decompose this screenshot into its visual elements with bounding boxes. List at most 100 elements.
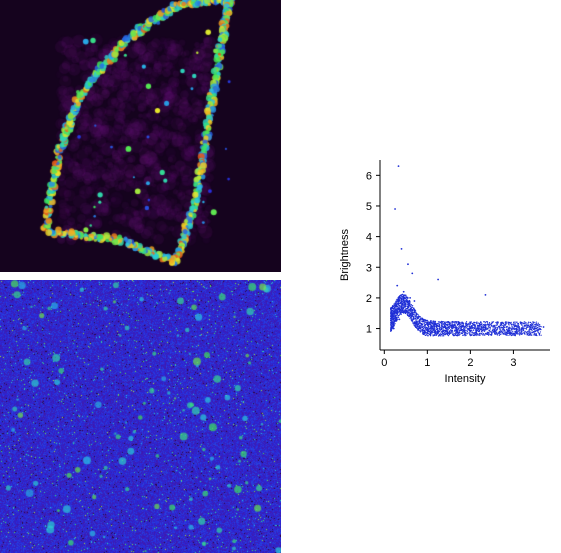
scatter-point-cloud bbox=[486, 321, 489, 323]
scatter-point-cloud bbox=[498, 325, 501, 327]
scatter-point-cloud bbox=[393, 313, 395, 315]
scatter-point-cloud bbox=[446, 322, 448, 324]
scatter-point-cloud bbox=[431, 322, 433, 325]
scatter-point-cloud bbox=[458, 328, 460, 330]
scatter-point-cloud bbox=[393, 324, 395, 326]
scatter-point-cloud bbox=[449, 332, 451, 334]
x-ticks: 0 1 2 3 bbox=[381, 350, 516, 369]
scatter-point-cloud bbox=[396, 298, 398, 300]
scatter-point-cloud bbox=[398, 314, 401, 316]
scatter-point-cloud bbox=[403, 296, 405, 298]
scatter-point-cloud bbox=[427, 328, 429, 330]
scatter-point-cloud bbox=[485, 326, 487, 329]
scatter-point-cloud bbox=[424, 320, 426, 322]
scatter-point-cloud bbox=[433, 324, 435, 327]
scatter-point-cloud bbox=[409, 305, 412, 308]
scatter-point-cloud bbox=[500, 329, 502, 331]
scatter-point-cloud bbox=[517, 329, 520, 331]
scatter-point-cloud bbox=[436, 324, 438, 326]
scatter-point-cloud bbox=[507, 332, 509, 334]
scatter-point-cloud bbox=[400, 313, 402, 316]
scatter-point-cloud bbox=[474, 326, 476, 328]
scatter-point-cloud bbox=[485, 325, 487, 327]
scatter-point-cloud bbox=[402, 310, 405, 312]
scatter-point-cloud bbox=[411, 318, 413, 321]
scatter-point-cloud bbox=[423, 331, 425, 333]
scatter-point-cloud bbox=[459, 322, 461, 324]
scatter-point-cloud bbox=[463, 327, 465, 329]
scatter-point-cloud bbox=[534, 321, 536, 323]
scatter-point-cloud bbox=[399, 313, 401, 315]
scatter-point-cloud bbox=[429, 320, 432, 322]
y-tick-label: 5 bbox=[366, 201, 372, 213]
scatter-point-cloud bbox=[535, 324, 537, 326]
scatter-point-cloud bbox=[448, 333, 451, 336]
scatter-point-cloud bbox=[468, 323, 470, 325]
scatter-point-cloud bbox=[468, 325, 470, 328]
scatter-point-cloud bbox=[435, 331, 437, 333]
scatter-point-cloud bbox=[538, 329, 540, 331]
scatter-point-cloud bbox=[413, 313, 415, 315]
scatter-point-cloud bbox=[516, 330, 518, 332]
scatter-point-cloud bbox=[397, 303, 400, 305]
scatter-point-cloud bbox=[505, 331, 507, 333]
scatter-point-cloud bbox=[413, 318, 415, 320]
scatter-point-cloud bbox=[494, 331, 496, 334]
scatter-point-cloud bbox=[525, 327, 527, 330]
scatter-point-cloud bbox=[432, 326, 434, 329]
scatter-point-cloud bbox=[398, 308, 400, 310]
scatter-point-cloud bbox=[501, 330, 504, 332]
scatter-point-cloud bbox=[442, 328, 444, 330]
scatter-point-cloud bbox=[509, 331, 511, 333]
scatter-point-cloud bbox=[518, 333, 520, 335]
scatter-point-cloud bbox=[537, 324, 539, 326]
scatter-point-cloud bbox=[421, 324, 423, 326]
scatter-point-cloud bbox=[441, 321, 444, 323]
scatter-point-cloud bbox=[508, 324, 510, 326]
scatter-point-cloud bbox=[417, 320, 419, 322]
scatter-point-cloud bbox=[407, 302, 409, 305]
scatter-point-cloud bbox=[489, 326, 491, 328]
scatter-point-cloud bbox=[510, 321, 512, 323]
scatter-point-cloud bbox=[405, 301, 407, 303]
scatter-point-cloud bbox=[417, 329, 419, 331]
scatter-point-cloud bbox=[491, 325, 493, 327]
scatter-point-cloud bbox=[491, 321, 493, 323]
scatter-point-cloud bbox=[455, 332, 457, 334]
scatter-point-cloud bbox=[455, 329, 458, 332]
scatter-point-cloud bbox=[404, 311, 406, 313]
scatter-point-cloud bbox=[430, 321, 432, 323]
scatter-point-cloud bbox=[402, 303, 404, 306]
scatter-point-cloud bbox=[501, 321, 503, 323]
scatter-point-cloud bbox=[510, 330, 512, 332]
scatter-point-cloud bbox=[418, 322, 420, 324]
scatter-point-cloud bbox=[482, 329, 485, 331]
scatter-point-cloud bbox=[391, 310, 394, 312]
scatter-point-cloud bbox=[398, 298, 400, 301]
scatter-point-cloud bbox=[480, 326, 483, 329]
scatter-point-cloud bbox=[439, 326, 441, 328]
scatter-point bbox=[437, 278, 440, 281]
scatter-point-cloud bbox=[427, 325, 430, 328]
scatter-point-cloud bbox=[514, 334, 516, 336]
scatter-point-cloud bbox=[430, 328, 432, 331]
scatter-point-cloud bbox=[447, 335, 450, 337]
scatter-point-cloud bbox=[526, 326, 528, 328]
scatter-point bbox=[409, 297, 412, 299]
scatter-point-cloud bbox=[525, 325, 527, 327]
scatter-point-cloud bbox=[450, 329, 452, 331]
scatter-point-cloud bbox=[442, 331, 444, 333]
scatter-point-cloud bbox=[400, 306, 402, 308]
intensity-image bbox=[0, 0, 281, 272]
scatter-point-cloud bbox=[429, 327, 431, 329]
scatter-point-cloud bbox=[482, 327, 484, 330]
scatter-point-cloud bbox=[461, 325, 464, 327]
scatter-point-cloud bbox=[391, 325, 394, 327]
scatter-point-cloud bbox=[535, 321, 538, 323]
scatter-point-cloud bbox=[441, 335, 443, 337]
scatter-point-cloud bbox=[405, 311, 408, 313]
scatter-point-cloud bbox=[438, 330, 440, 332]
scatter-point-cloud bbox=[416, 318, 418, 320]
scatter-point-cloud bbox=[538, 334, 540, 336]
scatter-point-cloud bbox=[412, 322, 414, 324]
